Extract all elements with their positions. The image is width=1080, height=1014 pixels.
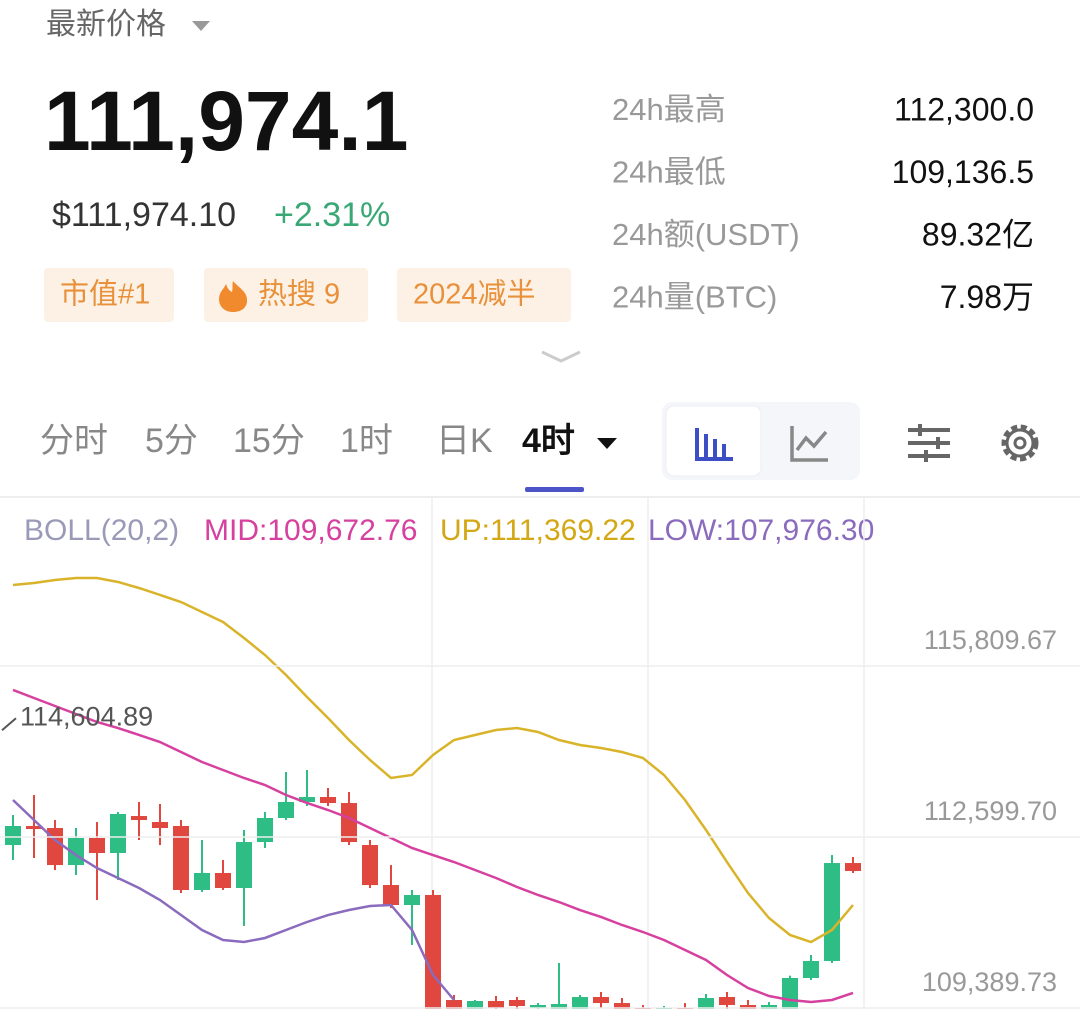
candle-body — [194, 872, 210, 890]
dropdown-arrow[interactable] — [597, 438, 617, 449]
tag[interactable]: 热搜 9 — [258, 278, 340, 311]
indicator-low: LOW:107,976.30 — [648, 514, 874, 547]
annotation-pointer — [1, 717, 17, 731]
candle-body — [551, 1003, 567, 1009]
interval-tab[interactable]: 4时 — [522, 422, 575, 460]
candle-body — [698, 998, 714, 1009]
candle-body — [719, 997, 735, 1006]
candle-body — [824, 863, 840, 961]
candle-body — [110, 814, 126, 854]
candle-body — [509, 999, 525, 1007]
indicator-up: UP:111,369.22 — [440, 514, 636, 547]
candle-body — [320, 797, 336, 804]
flame-icon — [219, 281, 248, 312]
candle-body — [803, 960, 819, 978]
price-change: +2.31% — [274, 196, 390, 234]
tag-bg — [204, 268, 368, 322]
tag-bg — [397, 268, 571, 322]
candle-body — [782, 977, 798, 1009]
stat-label: 24h最高 — [612, 92, 726, 127]
candle-body — [488, 1001, 504, 1009]
boll-line — [12, 799, 455, 1001]
price-type-label[interactable]: 最新价格 — [46, 8, 166, 41]
candle-body — [299, 797, 315, 803]
last-price: 111,974.1 — [44, 74, 408, 168]
tag[interactable]: 2024减半 — [413, 278, 536, 311]
active-tab-underline — [525, 487, 584, 492]
stat-value: 7.98万 — [940, 279, 1034, 315]
candle-body — [341, 803, 357, 843]
stat-value: 112,300.0 — [894, 91, 1034, 127]
candle-body — [761, 1005, 777, 1009]
candle-body — [257, 817, 273, 843]
indicator-name: BOLL(20,2) — [24, 514, 179, 547]
boll-line — [12, 688, 854, 1004]
candle-body — [215, 872, 231, 889]
stat-value: 109,136.5 — [892, 154, 1034, 190]
interval-tab[interactable]: 分时 — [40, 422, 108, 460]
candle-body — [278, 802, 294, 818]
dropdown-arrow[interactable] — [192, 21, 210, 31]
candle-body — [530, 1005, 546, 1009]
candle-body — [740, 1005, 756, 1009]
stat-label: 24h量(BTC) — [612, 280, 777, 315]
gear-icon[interactable] — [1001, 424, 1039, 462]
candle-body — [614, 1003, 630, 1009]
interval-tab[interactable]: 5分 — [145, 422, 198, 460]
candle-body — [131, 816, 147, 821]
candle-body — [362, 845, 378, 886]
stat-label: 24h额(USDT) — [612, 217, 800, 252]
tag[interactable]: 市值#1 — [60, 278, 150, 311]
candle-body — [593, 997, 609, 1004]
stat-label: 24h最低 — [612, 155, 726, 190]
candle-body — [572, 997, 588, 1009]
candle-icon — [695, 428, 733, 461]
line-icon[interactable] — [790, 426, 828, 462]
candle-body — [845, 863, 861, 872]
expand-chevron[interactable] — [541, 350, 581, 363]
candle-body — [152, 821, 168, 829]
candle-body — [236, 842, 252, 889]
y-tick-label: 112,599.70 — [924, 796, 1057, 826]
candle-body — [446, 999, 462, 1009]
candle-body — [26, 825, 42, 830]
indicator-mid: MID:109,672.76 — [204, 514, 417, 547]
tag-bg — [44, 268, 174, 322]
usd-price: $111,974.10 — [52, 196, 236, 234]
annotation-label: 114,604.89 — [20, 701, 153, 731]
candle-body — [467, 1001, 483, 1009]
interval-tab[interactable]: 日K — [436, 422, 493, 460]
candle-body — [404, 894, 420, 906]
interval-tab[interactable]: 15分 — [233, 422, 305, 460]
settings-sliders-icon[interactable] — [908, 424, 950, 462]
stat-value: 89.32亿 — [922, 216, 1034, 252]
candle-body — [173, 825, 189, 890]
candle-body — [425, 894, 441, 1009]
interval-tab[interactable]: 1时 — [340, 422, 393, 460]
candle-body — [89, 837, 105, 854]
y-tick-label: 115,809.67 — [924, 625, 1057, 655]
candle-body — [5, 825, 21, 846]
boll-line — [12, 576, 854, 944]
y-tick-label: 109,389.73 — [922, 967, 1057, 997]
candle-body — [383, 885, 399, 906]
